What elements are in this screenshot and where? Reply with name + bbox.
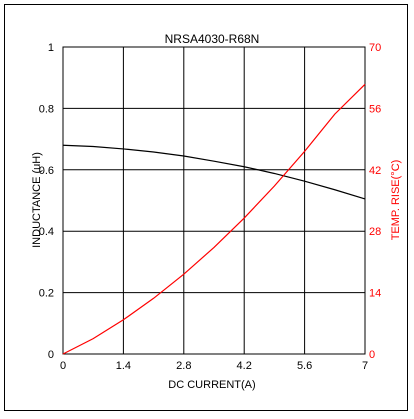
- y-tick-label: 0.6: [39, 165, 54, 177]
- y-tick-label: 0.4: [39, 226, 54, 238]
- y-right-axis-label: TEMP. RISE(°C): [390, 160, 402, 241]
- y-right-tick-label: 28: [369, 226, 381, 238]
- y-tick-labels: 0 0.2 0.4 0.6 0.8 1: [39, 42, 54, 361]
- inductance-line: [62, 144, 366, 200]
- series-group: [62, 83, 366, 355]
- y-tick-label: 0.8: [39, 103, 54, 115]
- y-tick-label: 0.2: [39, 288, 54, 300]
- x-tick-label: 5.6: [297, 360, 312, 372]
- x-tick-labels: 0 1.4 2.8 4.2 5.6 7: [60, 360, 368, 372]
- x-axis-label: DC CURRENT(A): [168, 379, 255, 391]
- chart-title: NRSA4030-R68N: [165, 32, 260, 46]
- y-right-tick-label: 14: [369, 288, 381, 300]
- x-tick-label: 4.2: [237, 360, 252, 372]
- x-tick-label: 1.4: [116, 360, 131, 372]
- x-tick-label: 7: [362, 360, 368, 372]
- y-right-tick-labels: 0 14 28 42 56 70: [369, 42, 381, 361]
- y-tick-label: 0: [48, 349, 54, 361]
- y-right-tick-label: 56: [369, 103, 381, 115]
- x-tick-label: 2.8: [176, 360, 191, 372]
- y-right-tick-label: 70: [369, 42, 381, 54]
- grid: [62, 46, 366, 355]
- y-right-tick-label: 0: [369, 349, 375, 361]
- temp-rise-line: [62, 83, 366, 355]
- y-right-tick-label: 42: [369, 165, 381, 177]
- x-tick-label: 0: [60, 360, 66, 372]
- y-tick-label: 1: [48, 42, 54, 54]
- chart-frame: [4, 4, 408, 411]
- plot-border: [62, 46, 366, 355]
- y-axis-label: INDUCTANCE (uH): [31, 152, 43, 248]
